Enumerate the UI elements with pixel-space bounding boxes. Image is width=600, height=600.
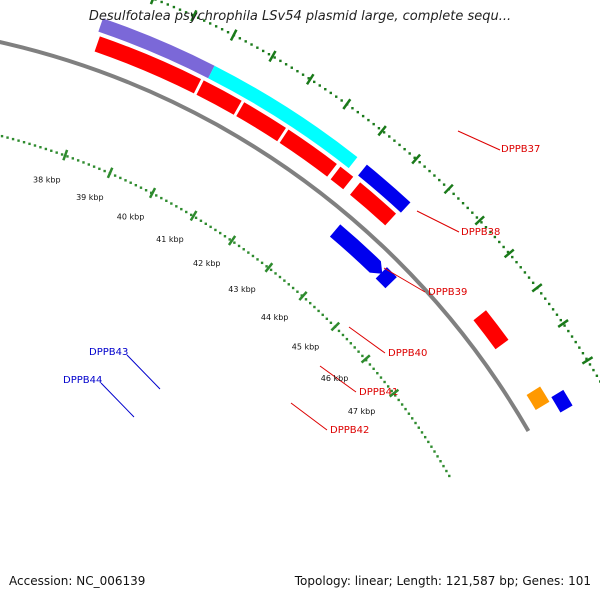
inner-tick-mark [342, 98, 352, 110]
gene-callout-line [100, 382, 135, 418]
inner-tick-mark [305, 73, 315, 86]
gene-callout-line [319, 365, 357, 393]
gene-callout-line [416, 210, 460, 233]
kbp-tick-label: 43 kbp [228, 285, 256, 294]
gene-label-dppb43: DPPB43 [89, 347, 128, 358]
gene-label-dppb44: DPPB44 [63, 375, 102, 386]
inner-tick-mark [531, 283, 543, 293]
map-title: Desulfotalea psychrophila LSv54 plasmid … [88, 9, 512, 24]
backbone-arc [0, 40, 531, 433]
gene-arrow-dppb38 [196, 80, 242, 115]
kbp-tick-label: 40 kbp [117, 213, 145, 222]
kbp-tick-label: 42 kbp [193, 259, 221, 268]
kbp-tick-mark [106, 167, 114, 179]
inner-tick-mark [474, 215, 485, 226]
kbp-tick-label: 38 kbp [33, 176, 61, 185]
gene-callout-line [290, 402, 328, 431]
gene-arrow-cyan [208, 65, 358, 169]
gene-arrow-dppb37 [94, 36, 202, 94]
kbp-tick-label: 46 kbp [321, 374, 349, 383]
gene-arrow-dppb42 [349, 182, 397, 226]
inner-tick-mark [190, 9, 198, 22]
gene-label-dppb40: DPPB40 [388, 348, 427, 359]
kbp-tick-labels: 38 kbp 39 kbp 40 kbp 41 kbp 42 kbp 43 kbp 44 k… [33, 149, 400, 416]
inner-tick-mark [503, 248, 515, 259]
outer-dotted-ring [0, 134, 451, 478]
inner-tick-mark [581, 356, 594, 365]
kbp-tick-label: 39 kbp [76, 193, 104, 202]
inner-tick-mark [377, 125, 387, 137]
gene-label-dppb37: DPPB37 [501, 144, 540, 155]
gene-callout-line [457, 130, 501, 151]
kbp-tick-mark [360, 354, 371, 364]
gene-callout-line [126, 354, 161, 390]
kbp-tick-mark [227, 235, 237, 246]
inner-tick-mark [557, 319, 569, 328]
kbp-tick-mark [264, 262, 274, 273]
kbp-tick-label: 45 kbp [292, 342, 320, 351]
inner-tick-mark [149, 0, 154, 5]
accession-label: Accession: NC_006139 [9, 574, 146, 588]
kbp-tick-label: 41 kbp [156, 235, 184, 244]
inner-dotted-ring [149, 0, 600, 383]
gene-label-dppb42: DPPB42 [330, 425, 369, 436]
gene-arrow-dppb41a [330, 166, 354, 190]
gene-arrow-blue2 [551, 389, 573, 413]
gene-arrow-red [473, 310, 509, 350]
gene-callout-line [348, 326, 386, 354]
kbp-tick-mark [62, 149, 69, 161]
gene-arrow-orange [526, 386, 550, 410]
gene-label-dppb38: DPPB38 [461, 227, 500, 238]
kbp-tick-mark [148, 187, 157, 199]
kbp-tick-mark [298, 291, 308, 301]
inner-tick-mark [229, 29, 238, 41]
kbp-tick-mark [330, 321, 341, 332]
gene-callouts: DPPB37 DPPB38 DPPB39 DPPB40 DPPB41 DPPB42 DPPB… [63, 130, 540, 436]
kbp-tick-label: 47 kbp [348, 407, 376, 416]
gene-callout-line [383, 267, 426, 293]
inner-tick-mark [268, 50, 277, 63]
summary-label: Topology: linear; Length: 121,587 bp; Ge… [294, 574, 591, 588]
inner-tick-mark [411, 153, 422, 165]
gene-arrow-dppb40 [279, 129, 337, 177]
kbp-tick-mark [388, 388, 400, 398]
gene-label-dppb41: DPPB41 [359, 387, 398, 398]
gene-arrow-blue [358, 164, 411, 213]
kbp-tick-mark [189, 210, 198, 222]
gene-arrow-purple [98, 18, 215, 79]
inner-tick-mark [443, 183, 454, 195]
gene-label-dppb39: DPPB39 [428, 287, 467, 298]
kbp-tick-label: 44 kbp [261, 313, 289, 322]
gene-features [94, 18, 573, 413]
gene-arrow-dppb43 [329, 224, 383, 274]
gene-arrow-dppb39 [236, 102, 286, 142]
